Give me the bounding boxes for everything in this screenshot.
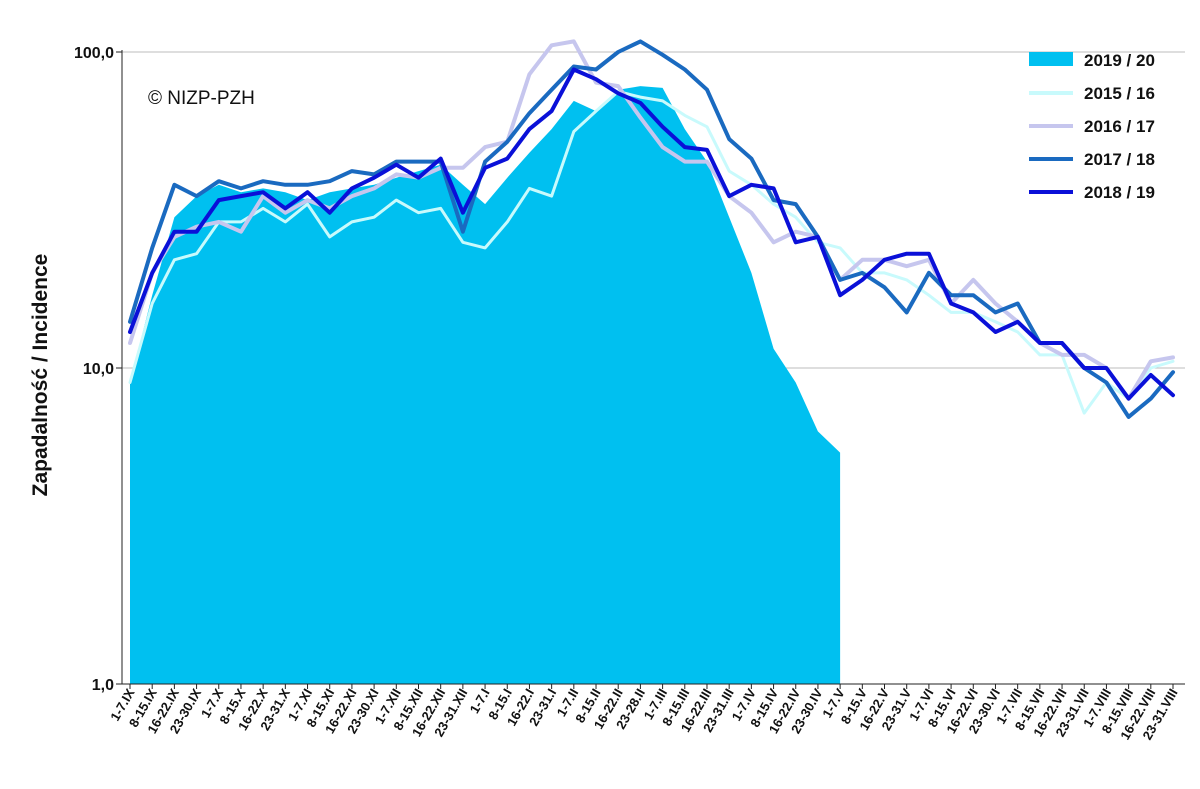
series-line-2015-16 — [128, 90, 1175, 415]
y-tick-label: 1,0 — [92, 677, 114, 694]
y-tick-label: 100,0 — [74, 45, 114, 62]
line-series — [128, 39, 1175, 419]
area-series — [130, 86, 841, 685]
y-tick-label: 10,0 — [83, 361, 114, 378]
legend: 2019 / 20 2015 / 16 2016 / 17 2017 / 18 2018… — [1029, 51, 1155, 202]
series-line-2017-18 — [128, 39, 1175, 419]
legend-label: 2016 / 17 — [1084, 117, 1155, 136]
y-tick-labels: 1,0 10,0 100,0 — [74, 45, 122, 694]
series-line-2016-17 — [128, 39, 1175, 401]
series-line-2018-19 — [128, 67, 1175, 401]
legend-label: 2018 / 19 — [1084, 183, 1155, 202]
x-tick-labels: 1-7.IX8-15.IX16-22.IX23-30.IX1-7.X8-15.X… — [107, 684, 1181, 742]
legend-swatch — [1029, 52, 1073, 66]
legend-label: 2015 / 16 — [1084, 84, 1155, 103]
y-axis-label: Zapadalność / Incidence — [29, 254, 52, 497]
area-2019-20 — [130, 86, 841, 685]
legend-label: 2019 / 20 — [1084, 51, 1155, 70]
copyright-annotation: © NIZP-PZH — [148, 88, 255, 109]
legend-label: 2017 / 18 — [1084, 150, 1155, 169]
axes — [121, 50, 1185, 685]
